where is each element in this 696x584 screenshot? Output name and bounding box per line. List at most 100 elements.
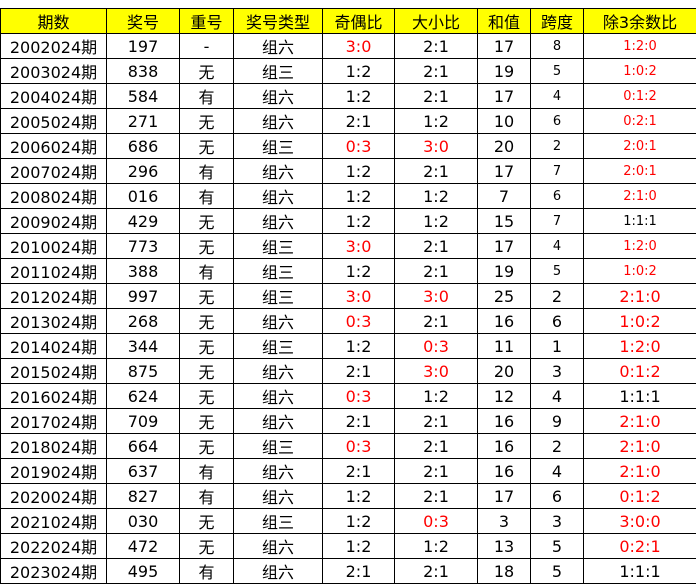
table-cell: 1:0:2	[584, 59, 696, 84]
table-cell: 2:1	[323, 359, 395, 384]
table-cell: 0:2:1	[584, 109, 696, 134]
table-cell: 有	[180, 184, 234, 209]
table-cell: 17	[478, 484, 531, 509]
table-cell: 0:1:2	[584, 84, 696, 109]
header-cell: 奖号	[107, 9, 180, 34]
table-cell: 2:1:0	[584, 459, 696, 484]
table-cell: 2011024期	[1, 259, 107, 284]
header-row: 期数奖号重号奖号类型奇偶比大小比和值跨度除3余数比	[1, 9, 696, 34]
table-cell: 2009024期	[1, 209, 107, 234]
table-cell: 17	[478, 234, 531, 259]
table-cell: 2:1:0	[584, 434, 696, 459]
table-cell: 组三	[234, 334, 323, 359]
table-cell: 1:2:0	[584, 34, 696, 59]
table-cell: 无	[180, 409, 234, 434]
table-cell: 2:1	[395, 59, 478, 84]
table-cell: 686	[107, 134, 180, 159]
table-cell: 组六	[234, 459, 323, 484]
table-cell: 20	[478, 134, 531, 159]
table-cell: 1:1:1	[584, 209, 696, 234]
header-cell: 奇偶比	[323, 9, 395, 34]
table-cell: 664	[107, 434, 180, 459]
table-cell: 无	[180, 534, 234, 559]
table-cell: 19	[478, 259, 531, 284]
table-cell: 组六	[234, 384, 323, 409]
table-cell: 17	[478, 159, 531, 184]
table-cell: 2013024期	[1, 309, 107, 334]
table-cell: 组六	[234, 359, 323, 384]
table-cell: 无	[180, 309, 234, 334]
table-cell: 2014024期	[1, 334, 107, 359]
table-cell: 1:2	[395, 534, 478, 559]
table-cell: 组六	[234, 109, 323, 134]
table-cell: 组六	[234, 309, 323, 334]
table-cell: 2:1	[395, 309, 478, 334]
table-cell: 4	[531, 84, 584, 109]
table-cell: 2:1:0	[584, 284, 696, 309]
table-cell: 2:1	[395, 409, 478, 434]
table-cell: 组三	[234, 259, 323, 284]
table-cell: 无	[180, 234, 234, 259]
table-cell: 组六	[234, 84, 323, 109]
table-cell: 5	[531, 59, 584, 84]
table-cell: 3:0	[395, 359, 478, 384]
table-cell: 1:2	[395, 209, 478, 234]
table-cell: 1:2	[323, 509, 395, 534]
table-cell: 19	[478, 59, 531, 84]
table-cell: 17	[478, 34, 531, 59]
table-cell: 0:3	[323, 384, 395, 409]
table-cell: 15	[478, 209, 531, 234]
table-cell: 有	[180, 559, 234, 584]
table-cell: 584	[107, 84, 180, 109]
table-cell: 组六	[234, 559, 323, 584]
table-cell: 2:0:1	[584, 159, 696, 184]
table-cell: 388	[107, 259, 180, 284]
table-cell: 16	[478, 459, 531, 484]
header-cell: 大小比	[395, 9, 478, 34]
table-cell: 3:0	[323, 34, 395, 59]
table-cell: 组六	[234, 484, 323, 509]
table-cell: 2022024期	[1, 534, 107, 559]
table-cell: 2:1	[395, 434, 478, 459]
table-cell: 5	[531, 534, 584, 559]
table-cell: 有	[180, 459, 234, 484]
table-cell: 2023024期	[1, 559, 107, 584]
table-cell: 1:2	[323, 484, 395, 509]
table-cell: 1:2	[323, 334, 395, 359]
table-cell: 2:1	[395, 559, 478, 584]
table-cell: 组六	[234, 409, 323, 434]
table-cell: 无	[180, 59, 234, 84]
header-cell: 和值	[478, 9, 531, 34]
table-cell: 20	[478, 359, 531, 384]
table-cell: 13	[478, 534, 531, 559]
table-cell: 3:0	[323, 234, 395, 259]
table-cell: 271	[107, 109, 180, 134]
table-cell: 2008024期	[1, 184, 107, 209]
table-cell: 无	[180, 384, 234, 409]
table-cell: 1:1:1	[584, 384, 696, 409]
table-cell: 1:2:0	[584, 234, 696, 259]
table-cell: 组六	[234, 534, 323, 559]
table-cell: 016	[107, 184, 180, 209]
table-cell: 组三	[234, 134, 323, 159]
table-cell: 7	[531, 209, 584, 234]
table-cell: 2015024期	[1, 359, 107, 384]
table-cell: 624	[107, 384, 180, 409]
table-cell: 3:0	[323, 284, 395, 309]
table-cell: 25	[478, 284, 531, 309]
table-cell: 组六	[234, 209, 323, 234]
table-cell: 1:2	[323, 84, 395, 109]
table-cell: 429	[107, 209, 180, 234]
header-cell: 除3余数比	[584, 9, 696, 34]
table-cell: 2021024期	[1, 509, 107, 534]
